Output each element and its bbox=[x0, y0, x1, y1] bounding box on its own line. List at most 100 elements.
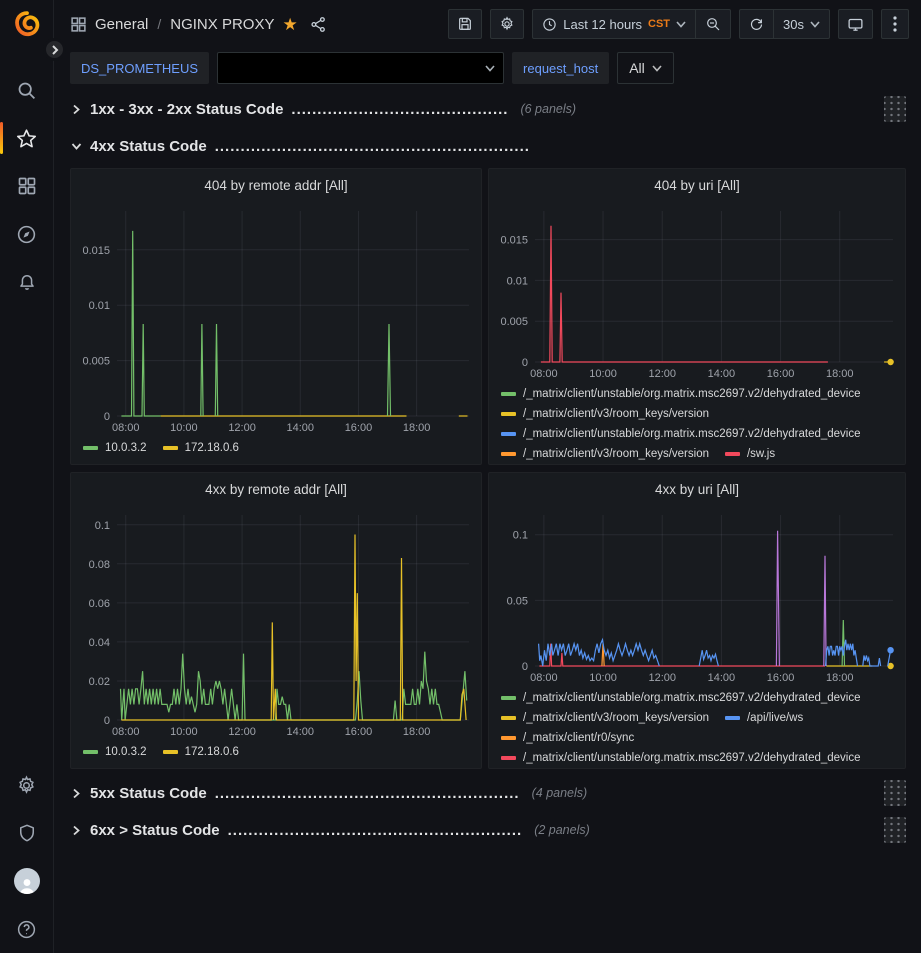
cycle-view-mode-button[interactable] bbox=[838, 9, 873, 39]
zoom-out-icon bbox=[705, 16, 721, 32]
svg-text:0.015: 0.015 bbox=[500, 235, 528, 247]
series-color-chip bbox=[501, 716, 516, 720]
top-bar: General / NGINX PROXY ★ Last 12 hours CS… bbox=[54, 0, 921, 48]
panel-title: 404 by remote addr [All] bbox=[204, 177, 348, 193]
chart-legend: /_matrix/client/unstable/org.matrix.msc2… bbox=[489, 686, 905, 768]
svg-text:18:00: 18:00 bbox=[403, 422, 431, 434]
row-1xx-3xx-2xx[interactable]: 1xx - 3xx - 2xx Status Code ............… bbox=[70, 95, 906, 123]
row-panel-count: (4 panels) bbox=[531, 786, 588, 800]
dashboard-title[interactable]: NGINX PROXY bbox=[170, 15, 275, 33]
panel-404-by-remote-addr: 404 by remote addr [All] 0 0.005 0.01 0.015… bbox=[70, 168, 482, 465]
request-host-variable-label[interactable]: request_host bbox=[512, 52, 610, 84]
chevron-down-icon bbox=[676, 20, 686, 28]
datasource-variable-label[interactable]: DS_PROMETHEUS bbox=[70, 52, 210, 84]
sidebar-item-dashboards[interactable] bbox=[0, 162, 54, 210]
row-drag-handle[interactable] bbox=[884, 780, 906, 806]
series-label: /_matrix/client/v3/room_keys/version bbox=[523, 448, 709, 460]
row-4xx[interactable]: 4xx Status Code ........................… bbox=[70, 132, 906, 160]
tv-icon bbox=[847, 16, 864, 33]
sidebar-expand-button[interactable] bbox=[43, 38, 66, 61]
sidebar-item-explore[interactable] bbox=[0, 210, 54, 258]
legend-item[interactable]: 10.0.3.2 bbox=[83, 746, 147, 758]
star-outline-icon bbox=[16, 128, 37, 149]
legend-item[interactable]: 172.18.0.6 bbox=[162, 442, 239, 454]
variables-bar: DS_PROMETHEUS request_host All bbox=[70, 52, 906, 84]
svg-text:10:00: 10:00 bbox=[170, 422, 198, 434]
row-drag-handle[interactable] bbox=[884, 817, 906, 843]
svg-text:0.01: 0.01 bbox=[507, 275, 528, 287]
legend-item[interactable]: /api/live/ws bbox=[724, 712, 803, 724]
row-5xx[interactable]: 5xx Status Code ........................… bbox=[70, 779, 906, 807]
svg-text:08:00: 08:00 bbox=[112, 726, 140, 738]
svg-text:0: 0 bbox=[522, 661, 528, 673]
legend-item[interactable]: /_matrix/client/r0/sync bbox=[501, 732, 634, 744]
sidebar bbox=[0, 0, 54, 953]
legend-item[interactable]: /_matrix/client/v3/room_keys/version bbox=[501, 712, 709, 724]
panel-header[interactable]: 404 by remote addr [All] bbox=[71, 169, 481, 201]
timeseries-chart[interactable]: 0 0.05 0.1 08:00 10:00 12:00 14:00 16:00 18:00 bbox=[489, 505, 905, 686]
svg-text:0.005: 0.005 bbox=[500, 316, 528, 328]
sidebar-item-server-admin[interactable] bbox=[0, 809, 54, 857]
grafana-logo[interactable] bbox=[12, 10, 42, 40]
panel-grid: 404 by remote addr [All] 0 0.005 0.01 0.015… bbox=[70, 168, 906, 769]
panel-header[interactable]: 404 by uri [All] bbox=[489, 169, 905, 201]
panel-header[interactable]: 4xx by remote addr [All] bbox=[71, 473, 481, 505]
save-dashboard-button[interactable] bbox=[448, 9, 483, 39]
legend-item[interactable]: 172.18.0.6 bbox=[162, 746, 239, 758]
legend-item[interactable]: 10.0.3.2 bbox=[83, 442, 147, 454]
sidebar-item-profile[interactable] bbox=[0, 857, 54, 905]
share-icon[interactable] bbox=[310, 16, 327, 33]
svg-text:0.08: 0.08 bbox=[89, 559, 110, 571]
svg-text:18:00: 18:00 bbox=[826, 672, 854, 684]
panel-4xx-by-uri: 4xx by uri [All] 0 0.05 0.1 08:00 10:00 12:00… bbox=[488, 472, 906, 769]
shield-icon bbox=[17, 823, 37, 843]
svg-text:16:00: 16:00 bbox=[345, 422, 373, 434]
sidebar-item-help[interactable] bbox=[0, 905, 54, 953]
row-title: 4xx Status Code bbox=[90, 137, 207, 155]
series-color-chip bbox=[83, 446, 98, 450]
legend-item[interactable]: /_matrix/client/unstable/org.matrix.msc2… bbox=[501, 692, 861, 704]
legend-item[interactable]: /sw.js bbox=[724, 448, 776, 460]
sidebar-item-search[interactable] bbox=[0, 66, 54, 114]
timeseries-chart[interactable]: 0 0.005 0.01 0.015 08:00 10:00 12:00 14:00 16:00… bbox=[489, 201, 905, 382]
breadcrumb-section[interactable]: General bbox=[95, 15, 149, 33]
panel-title: 404 by uri [All] bbox=[654, 177, 740, 193]
series-label: 172.18.0.6 bbox=[184, 746, 239, 758]
more-options-button[interactable] bbox=[881, 9, 909, 39]
series-label: /sw.js bbox=[746, 448, 776, 460]
svg-text:12:00: 12:00 bbox=[228, 422, 256, 434]
legend-item[interactable]: /_matrix/client/unstable/org.matrix.msc2… bbox=[501, 388, 861, 400]
svg-text:16:00: 16:00 bbox=[345, 726, 373, 738]
timeseries-chart[interactable]: 0 0.005 0.01 0.015 08:00 10:00 12:00 14:00 16:00… bbox=[71, 201, 481, 436]
refresh-interval-picker[interactable]: 30s bbox=[773, 10, 829, 38]
svg-text:14:00: 14:00 bbox=[287, 422, 315, 434]
series-label: /_matrix/client/r0/sync bbox=[523, 732, 635, 744]
time-range-label: Last 12 hours bbox=[563, 16, 643, 32]
dashboard-settings-button[interactable] bbox=[490, 9, 525, 39]
series-color-chip bbox=[501, 452, 516, 456]
star-filled-icon[interactable]: ★ bbox=[282, 14, 298, 34]
series-label: 10.0.3.2 bbox=[105, 746, 147, 758]
legend-item[interactable]: /_matrix/client/v3/room_keys/version bbox=[501, 408, 709, 420]
panel-header[interactable]: 4xx by uri [All] bbox=[489, 473, 905, 505]
row-drag-handle[interactable] bbox=[884, 96, 906, 122]
series-color-chip bbox=[501, 736, 516, 740]
time-range-picker[interactable]: Last 12 hours CST bbox=[533, 10, 695, 38]
row-dots: ........................................… bbox=[291, 100, 509, 118]
legend-item[interactable]: /_matrix/client/unstable/org.matrix.msc2… bbox=[501, 428, 861, 440]
sidebar-item-configuration[interactable] bbox=[0, 761, 54, 809]
request-host-value: All bbox=[629, 60, 645, 76]
zoom-out-time-button[interactable] bbox=[695, 10, 730, 38]
request-host-variable-select[interactable]: All bbox=[617, 52, 674, 84]
timeseries-chart[interactable]: 0 0.02 0.04 0.06 0.08 0.1 08:00 10:00 12:00 14:00… bbox=[71, 505, 481, 740]
refresh-button[interactable] bbox=[740, 10, 773, 38]
sidebar-item-starred[interactable] bbox=[0, 114, 54, 162]
clock-icon bbox=[542, 17, 557, 32]
legend-item[interactable]: /_matrix/client/unstable/org.matrix.msc2… bbox=[501, 752, 861, 764]
datasource-variable-select[interactable] bbox=[217, 52, 505, 84]
sidebar-item-alerting[interactable] bbox=[0, 258, 54, 306]
row-6xx[interactable]: 6xx > Status Code ......................… bbox=[70, 816, 906, 844]
chevron-right-icon bbox=[70, 788, 82, 799]
legend-item[interactable]: /_matrix/client/v3/room_keys/version bbox=[501, 448, 709, 460]
breadcrumb: General / NGINX PROXY ★ bbox=[70, 16, 327, 33]
